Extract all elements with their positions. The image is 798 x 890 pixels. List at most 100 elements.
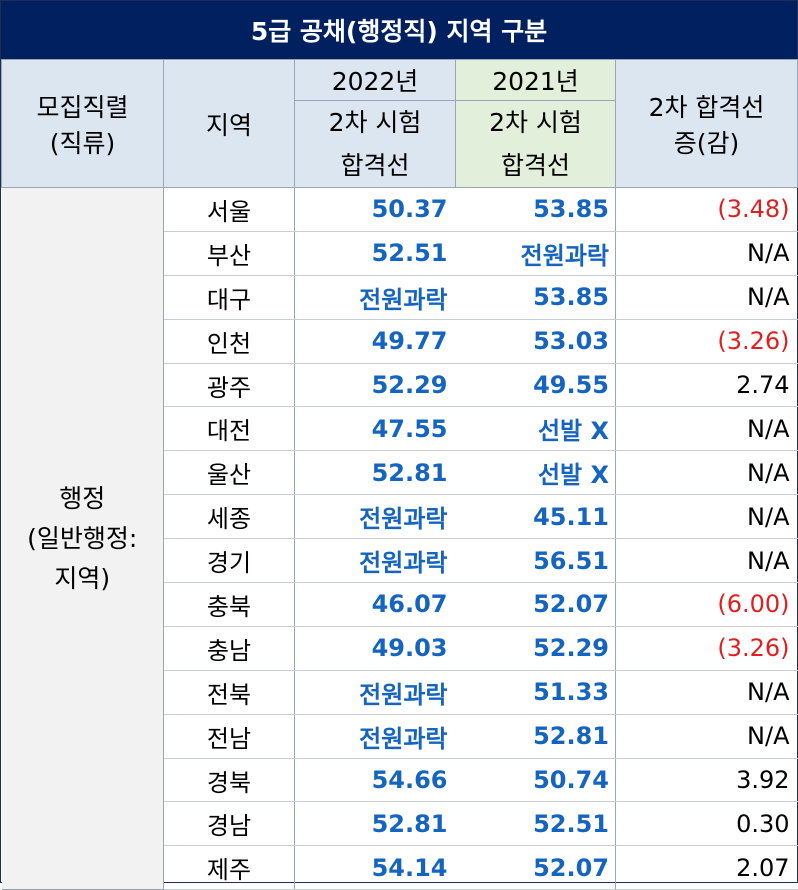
region-cell: 서울 bbox=[163, 187, 295, 232]
category-cell: 행정 (일반행정: 지역) bbox=[1, 187, 164, 890]
category-line1: 행정 bbox=[59, 483, 106, 513]
cutoff-2022-cell: 46.07 bbox=[294, 582, 456, 627]
cutoff-2021-cell: 53.03 bbox=[455, 319, 616, 364]
region-cell: 광주 bbox=[163, 363, 295, 408]
cutoff-2021-cell: 50.74 bbox=[455, 758, 616, 803]
table-row: 충북 46.07 52.07 (6.00) bbox=[2, 582, 798, 627]
cutoff-2021-cell: 56.51 bbox=[455, 538, 616, 584]
cutoff-2021-cell: 45.11 bbox=[455, 494, 616, 540]
cutoff-2021-cell: 52.81 bbox=[455, 714, 616, 759]
header-2021-cutoff: 2차 시험 합격선 bbox=[455, 100, 616, 188]
region-cell: 충북 bbox=[163, 582, 295, 627]
header-2021-cutoff-line1: 2차 시험 bbox=[489, 108, 582, 137]
diff-cell: (3.26) bbox=[615, 319, 798, 364]
region-cell: 대전 bbox=[163, 406, 295, 452]
diff-cell: N/A bbox=[615, 538, 798, 584]
table-row: 인천 49.77 53.03 (3.26) bbox=[2, 319, 798, 364]
region-cell: 대구 bbox=[163, 275, 295, 320]
region-cell: 인천 bbox=[163, 319, 295, 364]
header-diff-line2: 증(감) bbox=[673, 128, 740, 158]
category-label: 행정 (일반행정: 지역) bbox=[27, 479, 137, 599]
region-cell: 경기 bbox=[163, 538, 295, 584]
diff-cell: N/A bbox=[615, 275, 798, 320]
cutoff-2021-cell: 52.07 bbox=[455, 845, 616, 890]
diff-cell: N/A bbox=[615, 231, 798, 276]
header-2022-cutoff-line1: 2차 시험 bbox=[328, 108, 422, 137]
cutoff-2022-cell: 52.51 bbox=[294, 231, 456, 276]
diff-cell: 0.30 bbox=[615, 801, 798, 847]
table-row: 대전 47.55 선발 X N/A bbox=[2, 406, 798, 452]
table-row: 전남 전원과락 52.81 N/A bbox=[2, 714, 798, 759]
header-region: 지역 bbox=[163, 59, 295, 188]
diff-cell: N/A bbox=[615, 406, 798, 452]
diff-cell: N/A bbox=[615, 670, 798, 715]
cutoff-2021-cell: 49.55 bbox=[455, 363, 616, 408]
table-row: 울산 52.81 선발 X N/A bbox=[2, 450, 798, 496]
table-row: 광주 52.29 49.55 2.74 bbox=[2, 363, 798, 408]
cutoff-2022-cell: 49.77 bbox=[294, 319, 456, 364]
header-category-line1: 모집직렬 bbox=[36, 92, 129, 122]
cutoff-2022-cell: 49.03 bbox=[294, 626, 456, 671]
cutoff-2021-cell: 전원과락 bbox=[455, 231, 616, 276]
diff-cell: 2.07 bbox=[615, 845, 798, 890]
table-row: 경기 전원과락 56.51 N/A bbox=[2, 538, 798, 584]
table-row: 경남 52.81 52.51 0.30 bbox=[2, 801, 798, 847]
table-row: 행정 (일반행정: 지역) 서울 50.37 53.85 (3.48) bbox=[1, 187, 798, 890]
cutoff-2021-cell: 53.85 bbox=[455, 187, 616, 232]
cutoff-2022-cell: 전원과락 bbox=[294, 494, 456, 540]
region-cell: 충남 bbox=[163, 626, 295, 671]
category-line2: (일반행정: bbox=[27, 523, 138, 553]
region-cell: 부산 bbox=[163, 231, 295, 276]
cutoff-2022-cell: 54.66 bbox=[294, 758, 456, 803]
cutoff-2021-cell: 52.29 bbox=[455, 626, 616, 671]
cutoff-2021-cell: 53.85 bbox=[455, 275, 616, 320]
cutoff-2022-cell: 52.81 bbox=[294, 801, 456, 847]
diff-cell: N/A bbox=[615, 450, 798, 496]
diff-cell: (3.48) bbox=[615, 187, 798, 232]
cutoff-2022-cell: 47.55 bbox=[294, 406, 456, 452]
cutoff-2022-cell: 52.29 bbox=[294, 363, 456, 408]
header-2022-cutoff-line2: 합격선 bbox=[340, 151, 410, 180]
region-cell: 울산 bbox=[163, 450, 295, 496]
table-body: 행정 (일반행정: 지역) 서울 50.37 53.85 (3.48) 부산 52.51 전원과락… bbox=[1, 187, 798, 890]
cutoff-2021-cell: 선발 X bbox=[455, 450, 616, 496]
diff-cell: (6.00) bbox=[615, 582, 798, 627]
cutoff-2021-cell: 선발 X bbox=[455, 406, 616, 452]
cutoff-2022-cell: 전원과락 bbox=[294, 670, 456, 715]
table-row: 세종 전원과락 45.11 N/A bbox=[2, 494, 798, 540]
region-cell: 전북 bbox=[163, 670, 295, 715]
diff-cell: N/A bbox=[615, 714, 798, 759]
table-title: 5급 공채(행정직) 지역 구분 bbox=[1, 1, 797, 59]
diff-cell: 2.74 bbox=[615, 363, 798, 408]
region-cell: 세종 bbox=[163, 494, 295, 540]
header-year-2021: 2021년 bbox=[455, 59, 616, 101]
table-row: 부산 52.51 전원과락 N/A bbox=[2, 231, 798, 276]
cutoff-2021-cell: 51.33 bbox=[455, 670, 616, 715]
region-cell: 경남 bbox=[163, 801, 295, 847]
region-cell: 전남 bbox=[163, 714, 295, 759]
cutoff-2022-cell: 전원과락 bbox=[294, 538, 456, 584]
cutoff-2022-cell: 50.37 bbox=[294, 187, 456, 232]
header-category-line2: (직류) bbox=[49, 128, 116, 158]
header-diff-line1: 2차 합격선 bbox=[648, 92, 765, 122]
table-row: 충남 49.03 52.29 (3.26) bbox=[2, 626, 798, 671]
header-2022-cutoff: 2차 시험 합격선 bbox=[294, 100, 456, 188]
diff-cell: 3.92 bbox=[615, 758, 798, 803]
table-row: 경북 54.66 50.74 3.92 bbox=[2, 758, 798, 803]
cutoff-2021-cell: 52.51 bbox=[455, 801, 616, 847]
header-2021-cutoff-line2: 합격선 bbox=[500, 151, 570, 180]
cutoff-table: 모집직렬 (직류) 지역 2022년 2021년 2차 합격선 증(감) 2차 … bbox=[1, 59, 798, 890]
region-cell: 제주 bbox=[163, 845, 295, 890]
header-category: 모집직렬 (직류) bbox=[1, 59, 164, 188]
cutoff-2022-cell: 54.14 bbox=[294, 845, 456, 890]
cutoff-2022-cell: 전원과락 bbox=[294, 714, 456, 759]
category-line3: 지역) bbox=[54, 563, 111, 593]
region-cell: 경북 bbox=[163, 758, 295, 803]
table-row: 대구 전원과락 53.85 N/A bbox=[2, 275, 798, 320]
table-row: 전북 전원과락 51.33 N/A bbox=[2, 670, 798, 715]
diff-cell: (3.26) bbox=[615, 626, 798, 671]
cutoff-2022-cell: 전원과락 bbox=[294, 275, 456, 320]
diff-cell: N/A bbox=[615, 494, 798, 540]
header-year-2022: 2022년 bbox=[294, 59, 456, 101]
